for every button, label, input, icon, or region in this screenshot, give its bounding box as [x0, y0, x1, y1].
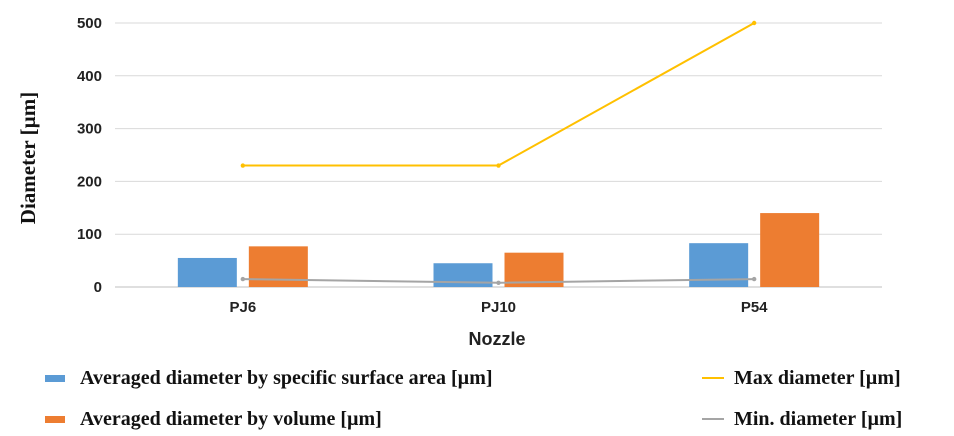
point-s3-0	[240, 276, 246, 282]
point-s3-1	[496, 280, 501, 285]
x-axis-ticks: PJ6 PJ10 P54	[229, 299, 768, 316]
bar-s0-0	[177, 257, 237, 287]
point-s2-2	[751, 20, 757, 26]
bars	[177, 213, 820, 287]
y-axis-title: Diameter [µm]	[16, 92, 40, 224]
y-tick-label-2: 200	[77, 173, 102, 190]
point-s2-0	[240, 163, 246, 168]
bar-s1-2	[760, 213, 820, 287]
x-tick-label-0: PJ6	[229, 299, 256, 316]
gridlines	[115, 22, 882, 288]
point-s2-1	[496, 163, 501, 168]
legend-label-0: Averaged diameter by specific surface ar…	[80, 367, 493, 389]
x-axis-title: Nozzle	[468, 329, 525, 349]
y-axis-ticks: 0 100 200 300 400 500	[77, 15, 102, 296]
legend-label-3: Min. diameter [µm]	[734, 408, 902, 430]
legend-label-2: Max diameter [µm]	[734, 367, 901, 389]
point-s3-2	[751, 276, 757, 282]
y-tick-label-1: 100	[77, 226, 102, 243]
line-series-2	[242, 22, 755, 167]
bar-s1-0	[248, 246, 308, 287]
y-tick-label-5: 500	[77, 15, 102, 32]
lines	[240, 20, 757, 285]
legend: Averaged diameter by specific surface ar…	[45, 367, 902, 430]
legend-swatch-0	[45, 375, 65, 382]
legend-label-1: Averaged diameter by volume [µm]	[80, 408, 382, 430]
y-tick-label-4: 400	[77, 68, 102, 85]
y-tick-label-3: 300	[77, 121, 102, 138]
legend-swatch-1	[45, 416, 65, 423]
y-tick-label-0: 0	[94, 279, 102, 296]
x-tick-label-2: P54	[741, 299, 768, 316]
x-tick-label-1: PJ10	[481, 299, 516, 316]
